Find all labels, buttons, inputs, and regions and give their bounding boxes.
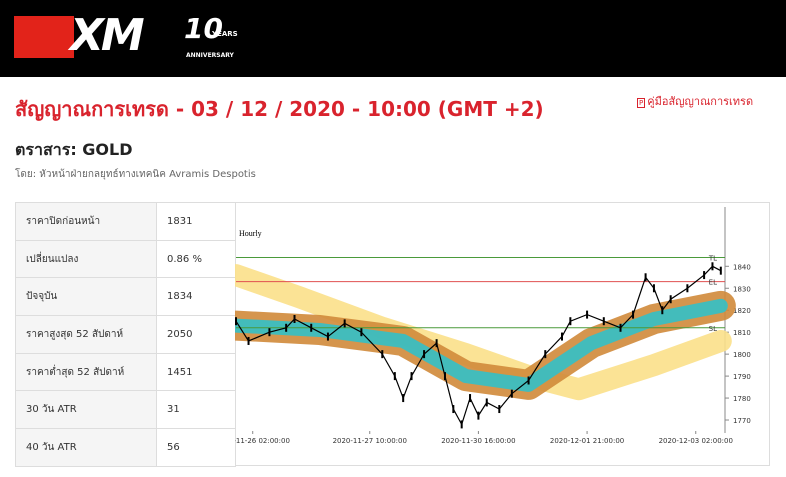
candle	[719, 266, 722, 275]
candle	[602, 317, 605, 326]
candle	[661, 306, 664, 315]
candle	[381, 350, 384, 359]
guide-link-text[interactable]: คู่มือสัญญาณการเทรด	[647, 95, 754, 108]
candle	[586, 310, 589, 319]
candle	[310, 323, 313, 332]
table-row: ราคาปิดก่อนหน้า 1831	[15, 202, 236, 241]
table-row: ราคาสูงสุด 52 สัปดาห์ 2050	[15, 315, 236, 354]
candle	[703, 271, 706, 280]
candle	[247, 336, 250, 345]
candle	[393, 372, 396, 381]
row-label: เปลี่ยนแปลง	[15, 239, 157, 279]
level-label: EL	[709, 279, 717, 287]
candle	[443, 372, 446, 381]
table-row: 30 วัน ATR 31	[15, 390, 236, 430]
candle	[360, 328, 363, 337]
candle	[285, 323, 288, 332]
candle	[326, 332, 329, 341]
row-label: ราคาสูงสุด 52 สัปดาห์	[15, 315, 157, 354]
candle	[402, 394, 405, 403]
row-label: ราคาต่ำสุด 52 สัปดาห์	[15, 352, 157, 392]
candle	[644, 273, 647, 282]
stats-table: ราคาปิดก่อนหน้า 1831 เปลี่ยนแปลง 0.86 % ปัจจ…	[15, 202, 236, 467]
candle	[652, 284, 655, 293]
x-tick-label: 2020-11-30 16:00:00	[441, 437, 515, 445]
table-row: เปลี่ยนแปลง 0.86 %	[15, 239, 236, 279]
table-row: ราคาต่ำสุด 52 สัปดาห์ 1451	[15, 352, 236, 392]
candle	[711, 262, 714, 271]
candle	[293, 315, 296, 323]
candle	[343, 319, 346, 328]
row-label: ราคาปิดก่อนหน้า	[15, 202, 157, 241]
y-tick-label: 1800	[733, 351, 751, 359]
logo-years: 10	[184, 12, 223, 45]
row-value: 2050	[156, 315, 236, 354]
band	[235, 264, 732, 401]
instrument: ตราสาร: GOLD	[15, 140, 133, 159]
candle	[632, 310, 635, 319]
guide-link[interactable]: P คู่มือสัญญาณการเทรด	[637, 92, 753, 110]
candle	[510, 389, 513, 398]
candle	[561, 332, 563, 341]
candle	[460, 420, 463, 429]
logo-brand: XM	[70, 10, 145, 61]
y-tick-label: 1780	[733, 395, 751, 403]
candle	[435, 339, 438, 348]
candle	[469, 394, 472, 403]
candle	[544, 350, 547, 359]
page-title: สัญญาณการเทรด - 03 / 12 / 2020 - 10:00 (…	[15, 97, 544, 121]
logo-mark	[14, 16, 74, 58]
x-tick-label: 2020-12-01 21:00:00	[550, 437, 624, 445]
row-label: ปัจจุบัน	[15, 277, 157, 317]
row-value: 0.86 %	[156, 239, 236, 279]
header: XM 10 YEARS ANNIVERSARY	[0, 0, 786, 77]
chart: Hourly 1770 1780 1790 1800 1810 1820 1830 1840 20…	[235, 202, 770, 466]
row-value: 1831	[156, 202, 236, 241]
candle	[423, 350, 426, 359]
row-value: 56	[156, 428, 236, 467]
table-row: 40 วัน ATR 56	[15, 428, 236, 467]
author: โดย: หัวหน้าฝ่ายกลยุทธ์ทางเทคนิค Avramis…	[15, 169, 256, 180]
table-row: ปัจจุบัน 1834	[15, 277, 236, 317]
row-value: 1834	[156, 277, 236, 317]
row-label: 40 วัน ATR	[15, 428, 157, 467]
candle	[235, 317, 237, 326]
x-tick-label: 2020-12-03 02:00:00	[659, 437, 733, 445]
row-value: 1451	[156, 352, 236, 392]
y-tick-label: 1810	[733, 329, 751, 337]
candle	[485, 398, 488, 407]
x-tick-label: 2020-11-26 02:00:00	[235, 437, 290, 445]
candle	[686, 284, 689, 293]
candle	[498, 405, 501, 414]
logo-caption: YEARS	[212, 30, 238, 38]
candle	[569, 317, 572, 326]
row-value: 31	[156, 390, 236, 430]
y-tick-label: 1830	[733, 285, 751, 293]
y-tick-label: 1790	[733, 373, 751, 381]
y-tick-label: 1840	[733, 263, 751, 271]
x-tick-label: 2020-11-27 10:00:00	[333, 437, 407, 445]
level-label: SL	[709, 325, 717, 333]
row-label: 30 วัน ATR	[15, 390, 157, 430]
candle	[619, 323, 622, 332]
pdf-icon: P	[637, 98, 646, 108]
y-tick-label: 1820	[733, 307, 751, 315]
candle	[410, 372, 413, 381]
logo-caption: ANNIVERSARY	[186, 52, 234, 59]
y-tick-label: 1770	[733, 417, 751, 425]
candle	[268, 328, 271, 337]
candle	[527, 376, 530, 385]
level-label: TL	[708, 255, 717, 263]
candle	[452, 405, 455, 414]
candle	[669, 295, 672, 304]
chart-title: Hourly	[239, 229, 262, 238]
candle	[477, 411, 480, 420]
